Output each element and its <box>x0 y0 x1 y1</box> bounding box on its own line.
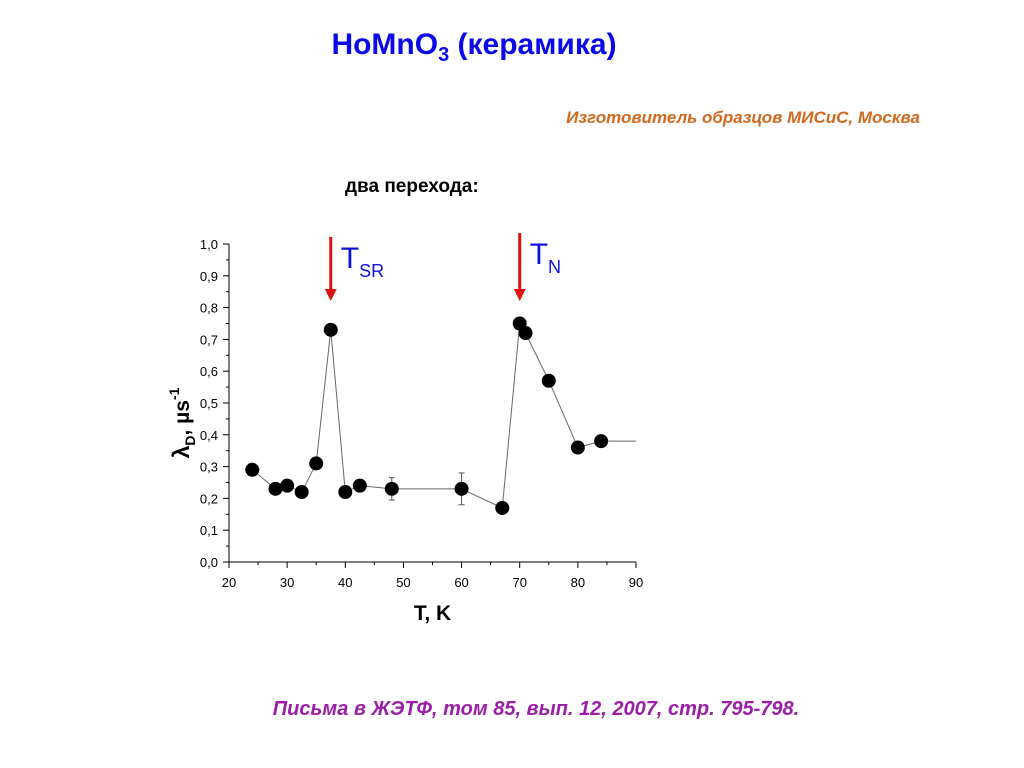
x-tick-label: 40 <box>338 575 352 590</box>
data-point <box>280 478 295 493</box>
transition-markers: TSR TN <box>324 233 561 301</box>
y-axis-title: λD, µs-1 <box>166 387 198 458</box>
y-tick-label: 0,5 <box>200 396 218 411</box>
chart-series-line <box>251 321 636 509</box>
data-point <box>518 326 533 341</box>
data-point <box>541 373 556 388</box>
y-tick-label: 0,6 <box>200 364 218 379</box>
chart-caption: два перехода: <box>345 176 479 197</box>
x-tick-label: 70 <box>512 575 526 590</box>
series-line <box>251 321 636 509</box>
title-formula: HoMnO <box>331 28 439 61</box>
x-tick-label: 20 <box>222 575 236 590</box>
data-point <box>495 500 510 515</box>
data-point <box>294 485 309 500</box>
x-tick-label: 80 <box>571 575 585 590</box>
x-tick-label: 50 <box>396 575 410 590</box>
transition-label: TN <box>530 238 561 277</box>
reference-citation: Письма в ЖЭТФ, том 85, вып. 12, 2007, ст… <box>272 698 800 720</box>
data-point <box>338 485 353 500</box>
y-tick-label: 0,9 <box>200 269 218 284</box>
x-tick-label: 30 <box>280 575 294 590</box>
data-point <box>352 478 367 493</box>
data-point <box>309 456 324 471</box>
data-point <box>454 481 469 496</box>
slide-title: HoMnO3 (керамика) <box>0 28 948 67</box>
data-point <box>594 434 609 449</box>
data-point <box>245 462 260 477</box>
y-tick-label: 0,7 <box>200 332 218 347</box>
title-subscript: 3 <box>438 44 450 66</box>
y-tick-label: 0,3 <box>200 460 218 475</box>
y-tick-label: 0,4 <box>200 428 218 443</box>
y-tick-label: 0,1 <box>200 523 218 538</box>
data-point <box>323 322 338 337</box>
data-point <box>268 481 283 496</box>
x-tick-label: 60 <box>454 575 468 590</box>
y-tick-label: 0,0 <box>200 555 218 570</box>
transition-arrow-head <box>513 289 526 301</box>
chart-axes: 20 30 40 50 60 70 80 90 0,0 0,1 0,2 0,3 0,4 0,5 0,6 0,7… <box>166 237 643 625</box>
sample-maker-note: Изготовитель образцов МИСиС, Москва <box>566 108 920 127</box>
transition-label: TSR <box>341 242 384 281</box>
transition-arrow-head <box>324 289 337 301</box>
y-tick-label: 0,2 <box>200 491 218 506</box>
x-tick-label: 90 <box>629 575 643 590</box>
x-axis-title: T, K <box>414 602 451 625</box>
y-tick-label: 0,8 <box>200 301 218 316</box>
data-point <box>384 481 399 496</box>
data-point <box>570 440 585 455</box>
title-suffix: (керамика) <box>449 28 617 61</box>
y-tick-label: 1,0 <box>200 237 218 252</box>
chart-points <box>245 316 609 515</box>
